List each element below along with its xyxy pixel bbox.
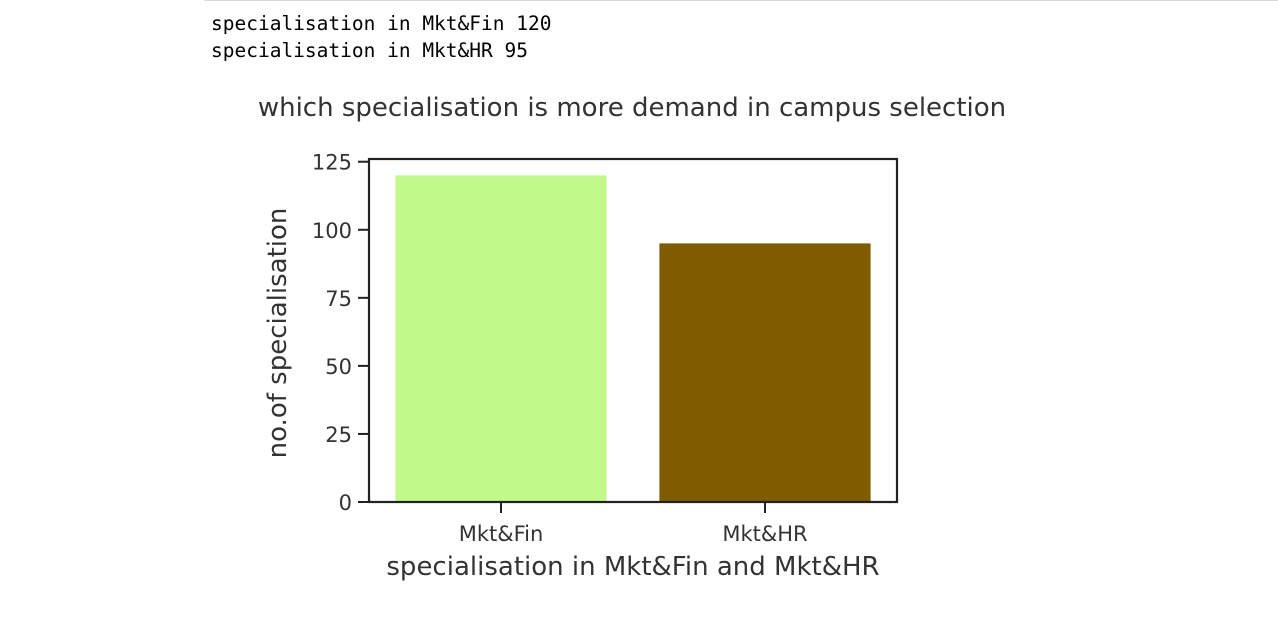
x-axis-label: specialisation in Mkt&Fin and Mkt&HR	[386, 552, 879, 582]
bars-group	[395, 175, 871, 503]
y-axis-label: no.of specialisation	[263, 208, 293, 459]
output-line-2: specialisation in Mkt&HR 95	[211, 39, 528, 62]
output-line-1: specialisation in Mkt&Fin 120	[211, 12, 552, 35]
cell-output-text: specialisation in Mkt&Fin 120 specialisat…	[211, 10, 551, 64]
y-tick-label: 25	[325, 423, 352, 447]
y-tick-label: 0	[339, 491, 352, 515]
plot-frame	[367, 157, 899, 504]
bar-mkt-fin	[395, 175, 607, 503]
cell-top-divider	[204, 0, 1278, 1]
x-tick-label: Mkt&HR	[722, 522, 807, 546]
y-tick-label: 50	[325, 355, 352, 379]
y-tick-label: 125	[312, 151, 352, 175]
x-ticks-group: Mkt&Fin Mkt&HR	[459, 502, 808, 546]
y-tick-label: 75	[325, 287, 352, 311]
y-tick-label: 100	[312, 219, 352, 243]
chart-title: which specialisation is more demand in c…	[258, 93, 1006, 123]
bar-mkt-hr	[659, 243, 871, 502]
y-ticks-group: 0 25 50 75 100 125	[312, 151, 369, 515]
x-tick-label: Mkt&Fin	[459, 522, 544, 546]
